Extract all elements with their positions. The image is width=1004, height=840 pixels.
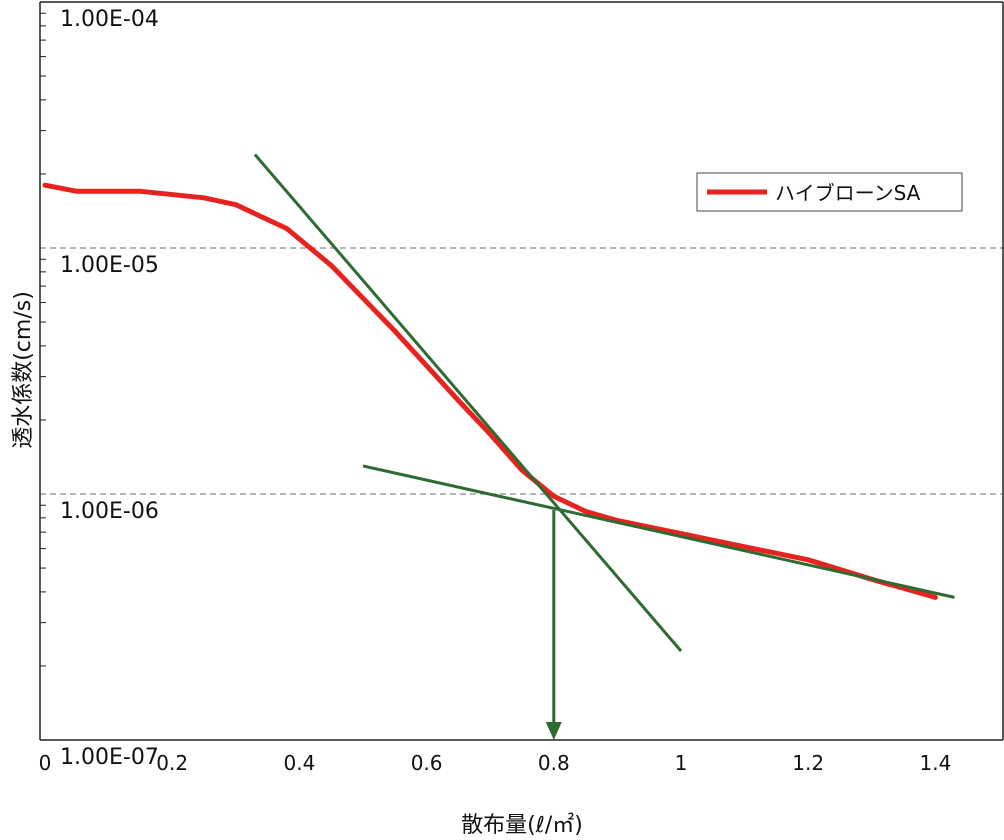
x-tick-label: 0.8 [538,751,570,775]
y-tick-labels: 1.00E-04 1.00E-05 1.00E-06 1.00E-07 [60,7,159,770]
y-minor-ticks [40,12,46,667]
tangent-layer [253,153,955,740]
x-axis-title: 散布量(ℓ/㎡) [461,812,583,838]
grid-layer [40,247,1003,495]
x-tick-label: 1 [675,751,688,775]
legend: ハイブローンSA [696,172,963,212]
tangent-line [253,153,683,652]
x-tick-labels: 0 0.2 0.4 0.6 0.8 1 1.2 1.4 [39,751,952,775]
arrow-head [545,722,562,740]
y-tick-label: 1.00E-04 [60,7,159,32]
x-tick-label: 0.6 [411,751,443,775]
series-line [42,182,938,600]
y-axis-title: 透水係数(cm/s) [11,291,36,449]
x-tick-label: 1.4 [919,751,951,775]
series-layer [42,182,938,600]
axes-layer [39,1,1004,741]
x-tick-label: 0.2 [156,751,188,775]
y-tick-label: 1.00E-06 [60,499,159,524]
y-tick-label: 1.00E-07 [60,745,159,770]
tangent-line [362,464,955,599]
y-tick-label: 1.00E-05 [60,253,159,278]
x-tick-label: 0.4 [283,751,315,775]
x-tick-label: 1.2 [792,751,824,775]
x-tick-label: 0 [39,751,52,775]
legend-label: ハイブローンSA [775,181,921,205]
